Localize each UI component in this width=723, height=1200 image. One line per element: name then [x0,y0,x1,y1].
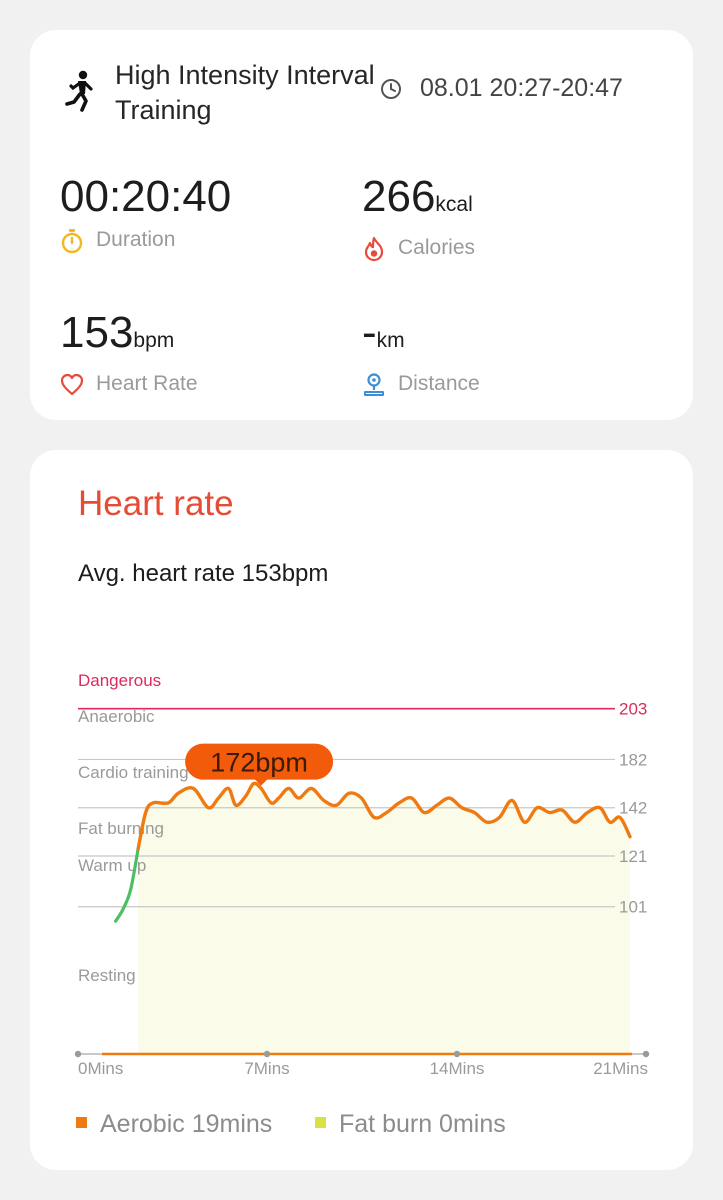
distance-stat: -km Distance [362,308,480,396]
activity-title: High Intensity Interval Training [115,60,375,125]
zone-label: Resting [78,966,136,985]
clock-icon [381,79,401,99]
legend-fat-burn: Fat burn 0mins [315,1110,506,1139]
legend-fat-burn-swatch [315,1117,326,1128]
y-tick-label: 121 [619,847,647,866]
calories-label: Calories [398,236,476,259]
duration-label: Duration [96,228,176,251]
heart-rate-title: Heart rate [78,484,234,523]
distance-value: - [362,308,377,357]
zone-label: Cardio training [78,763,189,782]
heart-rate-card: Heart rate Avg. heart rate 153bpm Danger… [30,450,693,1170]
zone-label: Anaerobic [78,707,155,726]
heart-rate-line [136,781,632,851]
peak-label: 172bpm [210,748,308,778]
legend-aerobic-label: Aerobic 19mins [100,1110,273,1138]
x-tick-label: 21Mins [593,1059,648,1078]
x-tick-dot [263,1050,271,1058]
x-tick-label: 7Mins [244,1059,289,1078]
stopwatch-icon [61,229,83,254]
x-tick-label: 0Mins [78,1059,123,1078]
y-tick-label: 182 [619,750,647,769]
zone-label: Fat burning [78,819,164,838]
heart-rate-label: Heart Rate [96,372,198,395]
heart-rate-unit: bpm [133,329,175,352]
distance-unit: km [376,329,405,352]
aerobic-area [138,783,630,1054]
heart-rate-chart: Dangerous 203 Anaerobic 182 Cardio training 1… [74,671,650,1078]
duration-value: 00:20:40 [60,172,232,221]
calories-value: 266 [362,172,436,221]
zone-label: Dangerous [78,671,161,690]
heart-rate-value: 153 [60,308,134,357]
x-tick-dot [642,1050,650,1058]
x-tick-label: 14Mins [430,1059,485,1078]
y-tick-label: 142 [619,799,647,818]
heart-rate-stat: 153bpm Heart Rate [60,308,198,396]
average-heart-rate: Avg. heart rate 153bpm [78,560,329,587]
legend-fat-burn-label: Fat burn 0mins [339,1110,506,1138]
duration-stat: 00:20:40 Duration [60,172,232,254]
legend-aerobic: Aerobic 19mins [76,1110,273,1139]
running-person-icon [65,70,93,112]
time-range: 08.01 20:27-20:47 [420,74,623,102]
x-tick-dot [453,1050,461,1058]
x-tick-dot [74,1050,82,1058]
heart-icon [60,373,84,396]
peak-pointer [254,778,269,786]
warmup-line [113,847,140,923]
distance-label: Distance [398,372,480,395]
calories-unit: kcal [435,193,473,216]
y-tick-label: 203 [619,700,647,719]
y-tick-label: 101 [619,898,647,917]
legend-aerobic-swatch [76,1117,87,1128]
calories-stat: 266kcal Calories [362,172,476,262]
location-pin-icon [364,373,384,396]
workout-summary-card: High Intensity Interval Training 08.01 2… [30,30,693,420]
zone-label: Warm up [78,856,146,875]
flame-icon [364,236,384,262]
peak-bubble [185,743,334,780]
